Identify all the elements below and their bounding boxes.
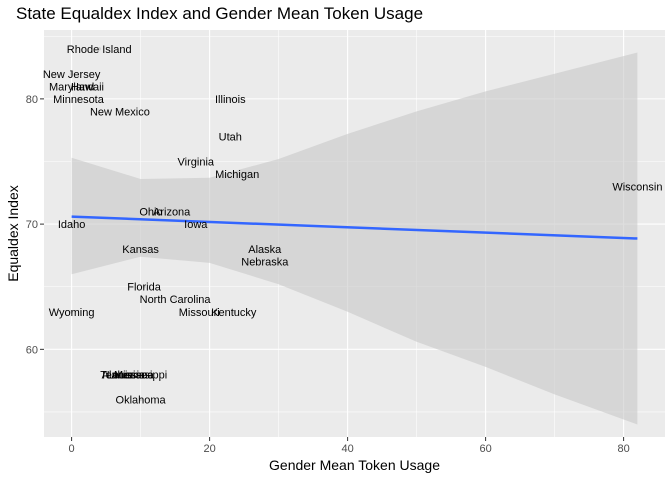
data-point [138,372,143,377]
point-label: Maryland [49,81,94,93]
point-label: Louisiana [107,369,155,381]
data-point [125,372,129,377]
data-point [197,309,202,314]
point-label: New Jersey [43,69,101,81]
data-point [263,247,267,251]
data-point [121,372,126,377]
point-label: Wisconsin [612,182,662,194]
confidence-band-layer [71,52,638,425]
y-axis-ticks: 60 70 80 [26,94,44,356]
y-tick-label: 80 [26,94,38,106]
data-point [263,259,267,264]
x-tick-label: 60 [479,443,491,455]
data-point [69,222,74,226]
point-label: Oklahoma [116,394,167,406]
point-label: Utah [219,131,242,143]
regression-line-layer [71,215,638,240]
data-point [69,309,74,314]
y-axis-title: Equaldex Index [5,185,21,282]
point-label: Illinois [215,94,246,106]
x-axis-ticks: 0 20 40 60 80 [69,437,630,455]
point-label: Minnesota [53,94,105,106]
point-label: Alabama [102,369,146,381]
point-label: New Mexico [90,106,150,118]
x-tick-label: 80 [617,443,629,455]
data-point [149,209,153,214]
point-label: Alaska [248,244,282,256]
data-point [194,159,198,164]
point-label: Michigan [215,169,259,181]
point-label: Arizona [153,207,191,219]
y-tick-label: 60 [26,344,38,356]
point-label: Hawaii [71,81,104,93]
point-label: Kentucky [211,307,257,319]
point-label: Rhode Island [67,44,132,56]
data-point [85,84,90,89]
data-point [69,84,74,89]
data-point [169,209,174,214]
chart-title: State Equaldex Index and Gender Mean Tok… [16,4,423,23]
x-tick-label: 20 [203,443,215,455]
data-point [231,309,236,314]
data-point [173,297,177,302]
regression-line [71,215,638,240]
data-point [69,72,74,76]
data-point [142,284,146,289]
data-point [194,222,198,226]
data-point [228,134,233,139]
data-point [97,46,101,51]
point-label: North Carolina [140,294,212,306]
data-point [635,184,640,189]
data-point [118,109,122,114]
x-tick-label: 40 [341,443,353,455]
point-label: Iowa [184,219,208,231]
points-layer [69,46,640,402]
point-label: Florida [127,282,162,294]
point-label: Ohio [139,207,162,219]
x-tick-label: 0 [69,443,75,455]
point-label: Idaho [58,219,86,231]
data-point [228,97,233,101]
point-label: Kansas [122,244,159,256]
point-label: Wyoming [49,307,95,319]
data-point [76,97,81,101]
point-label: Nebraska [241,257,289,269]
data-point [128,372,133,377]
data-point [235,172,239,176]
confidence-band [71,52,638,425]
point-labels-layer: Rhode Island New JerseyMarylandHawaiiMinn… [43,44,663,407]
point-label: Tennessee [100,369,153,381]
data-point [138,247,143,251]
point-label: Virginia [178,156,215,168]
x-axis-title: Gender Mean Token Usage [269,457,440,473]
point-label: Missouri [179,307,220,319]
y-tick-label: 70 [26,219,38,231]
point-label: Mississippi [114,369,167,381]
data-point [138,397,143,402]
